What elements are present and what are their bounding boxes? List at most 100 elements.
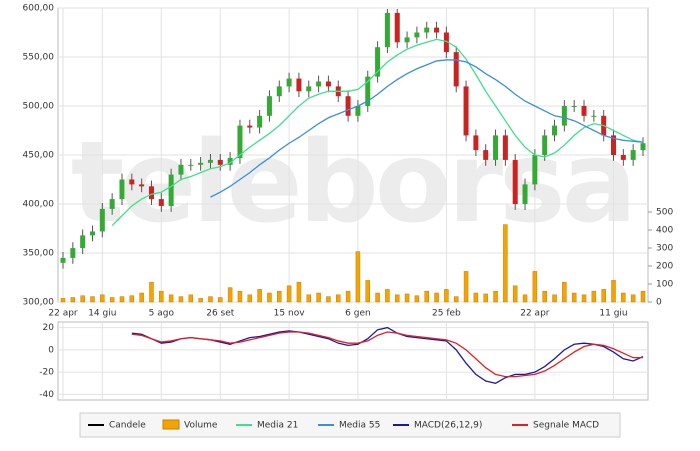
- candle-body: [424, 27, 430, 33]
- volume-bar: [385, 289, 390, 303]
- x-tick-label: 6 gen: [345, 309, 371, 319]
- y-tick-label: 350,00: [23, 249, 55, 259]
- candle-body: [217, 159, 223, 165]
- candle-body: [247, 125, 253, 128]
- macd-line: [131, 326, 644, 384]
- volume-bar: [159, 290, 164, 303]
- candle-body: [512, 159, 518, 204]
- volume-bar: [316, 292, 321, 303]
- candle-body: [581, 106, 587, 116]
- volume-bar: [296, 281, 302, 303]
- y-tick-label: 550,00: [23, 53, 55, 63]
- volume-bar: [503, 224, 508, 303]
- volume-bar: [60, 298, 66, 303]
- y-tick-label: -40: [39, 390, 54, 400]
- candle-body: [296, 78, 302, 92]
- x-tick-label: 22 apr: [520, 309, 550, 319]
- candle-body: [286, 78, 292, 87]
- volume-bar: [326, 296, 331, 303]
- candle-body: [394, 12, 400, 43]
- volume-bar: [621, 292, 626, 303]
- candle-body: [257, 115, 263, 128]
- volume-bar: [630, 294, 636, 303]
- y-tick-label: 450,00: [23, 151, 55, 161]
- volume-bar: [90, 296, 95, 303]
- volume-bar: [552, 294, 557, 303]
- volume-bar: [119, 296, 125, 303]
- candle-body: [237, 125, 243, 158]
- candle-body: [493, 135, 499, 160]
- volume-bar: [394, 294, 400, 303]
- volume-bar: [247, 294, 253, 303]
- candle-body: [60, 257, 66, 263]
- volume-bar: [227, 287, 233, 303]
- candle-body: [158, 199, 164, 206]
- candle-body: [89, 231, 95, 236]
- y2-tick-label: 500: [656, 208, 673, 218]
- candle-body: [207, 159, 213, 163]
- volume-bar: [424, 290, 429, 303]
- candle-body: [148, 186, 154, 200]
- volume-bar: [345, 290, 351, 303]
- macd-line: [131, 331, 643, 378]
- y-tick-label: 300,00: [23, 298, 55, 308]
- candle-body: [532, 155, 538, 185]
- x-tick-label: 14 giu: [88, 309, 116, 319]
- volume-bar: [434, 292, 439, 303]
- y-tick-label: 600,00: [23, 4, 55, 14]
- candle-body: [80, 235, 86, 249]
- volume-bar: [286, 285, 292, 303]
- ma-line: [111, 38, 644, 227]
- candle-body: [266, 96, 272, 116]
- volume-bar: [562, 281, 567, 303]
- candle-body: [70, 248, 76, 258]
- candle-body: [640, 143, 646, 151]
- volume-bar: [591, 290, 597, 303]
- legend-label: Media 21: [257, 421, 298, 431]
- volume-bar: [218, 297, 223, 303]
- candle-body: [611, 135, 617, 155]
- volume-bar: [277, 290, 282, 303]
- y-tick-label: 500,00: [23, 102, 55, 112]
- y-tick-label: 20: [43, 323, 55, 333]
- candle-body: [345, 96, 351, 116]
- volume-bar: [404, 293, 410, 303]
- candle-body: [630, 150, 636, 160]
- volume-bar: [532, 271, 538, 303]
- candle-body: [139, 184, 145, 187]
- candle-body: [178, 164, 184, 175]
- candle-body: [434, 27, 440, 33]
- volume-bar: [375, 292, 380, 303]
- candle-body: [129, 179, 135, 185]
- volume-bar: [640, 290, 646, 303]
- candle-body: [483, 150, 489, 160]
- volume-bar: [414, 295, 420, 303]
- y-tick-label: -20: [39, 368, 54, 378]
- candle-body: [552, 125, 558, 136]
- candle-body: [453, 52, 459, 87]
- volume-bar: [100, 294, 105, 303]
- x-tick-label: 5 ago: [149, 309, 175, 319]
- volume-bar: [129, 295, 135, 303]
- volume-bar: [188, 294, 194, 303]
- x-tick-label: 25 feb: [432, 309, 461, 319]
- volume-bar: [365, 280, 370, 303]
- volume-bar: [581, 294, 587, 303]
- ma-line: [210, 59, 644, 198]
- y2-tick-label: 300: [656, 244, 673, 254]
- y2-tick-label: 100: [656, 280, 673, 290]
- candle-body: [542, 135, 548, 155]
- candle-body: [502, 135, 508, 160]
- candle-body: [620, 155, 626, 160]
- candle-body: [463, 86, 469, 136]
- y2-tick-label: 200: [656, 262, 673, 272]
- candle-body: [99, 208, 105, 232]
- volume-bar: [512, 285, 518, 303]
- volume-bar: [149, 281, 154, 303]
- candle-body: [188, 164, 194, 166]
- y2-tick-label: 0: [656, 298, 662, 308]
- candle-body: [571, 106, 577, 107]
- volume-bar: [571, 292, 577, 303]
- candle-body: [198, 162, 204, 165]
- candle-body: [325, 81, 331, 87]
